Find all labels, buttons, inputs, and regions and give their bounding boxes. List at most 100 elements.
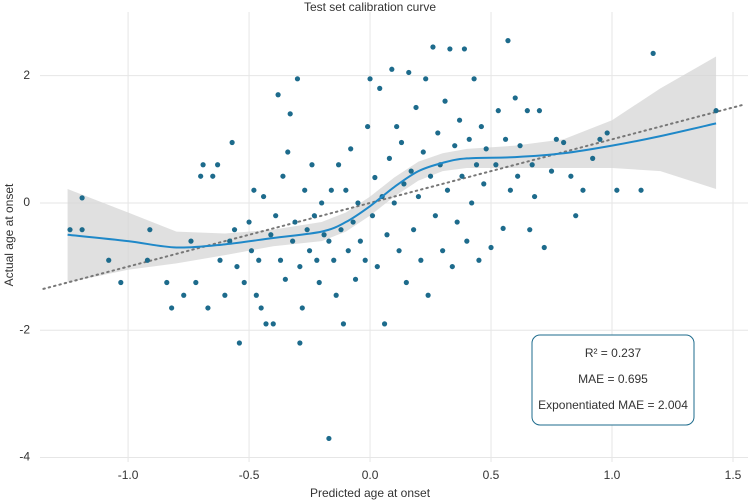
data-point — [423, 76, 429, 82]
data-point — [408, 168, 414, 174]
data-point — [369, 213, 376, 219]
data-point — [304, 227, 310, 233]
x-tick-label: 1.5 — [725, 468, 742, 482]
x-tick-label: 1.0 — [604, 468, 621, 482]
data-point — [326, 238, 332, 244]
data-point — [335, 162, 342, 168]
data-point — [573, 213, 579, 219]
data-point — [205, 305, 211, 311]
data-point — [260, 193, 267, 200]
y-axis-label: Actual age at onset — [2, 183, 16, 286]
data-point — [478, 123, 484, 130]
data-point — [432, 213, 438, 219]
data-point — [548, 168, 555, 174]
data-point — [299, 305, 305, 311]
data-point — [309, 162, 315, 168]
data-point — [297, 340, 303, 346]
data-point — [316, 279, 322, 286]
data-point — [210, 173, 216, 179]
data-point — [597, 136, 603, 142]
data-point — [234, 263, 240, 270]
chart-title: Test set calibration curve — [304, 0, 436, 14]
data-point — [118, 279, 124, 286]
data-point — [280, 173, 286, 179]
data-point — [193, 279, 199, 286]
data-point — [502, 136, 509, 142]
data-point — [79, 227, 85, 233]
data-point — [713, 108, 719, 114]
data-point — [326, 435, 332, 442]
data-point — [294, 76, 301, 82]
data-point — [386, 155, 393, 161]
data-point — [389, 66, 395, 72]
data-point — [229, 139, 235, 146]
data-point — [452, 143, 458, 149]
data-point — [541, 244, 547, 251]
data-point — [410, 227, 417, 233]
data-point — [435, 130, 441, 136]
data-point — [442, 98, 448, 104]
data-point — [464, 238, 470, 244]
data-point — [374, 263, 380, 270]
y-tick-label: 2 — [23, 68, 30, 82]
x-axis-label: Predicted age at onset — [310, 486, 431, 500]
data-point — [391, 200, 397, 206]
data-point — [144, 257, 151, 263]
x-tick-label: -1.0 — [118, 468, 139, 482]
data-point — [217, 257, 223, 263]
data-point — [561, 139, 567, 146]
data-point — [500, 225, 506, 232]
data-point — [507, 187, 513, 193]
data-point — [314, 257, 320, 263]
data-point — [285, 149, 291, 155]
data-point — [348, 146, 354, 152]
data-point — [246, 219, 252, 225]
y-tick-label: -2 — [19, 322, 30, 336]
data-point — [258, 305, 264, 311]
data-point — [590, 155, 596, 161]
data-point — [270, 321, 276, 327]
data-point — [384, 232, 390, 238]
data-point — [469, 200, 475, 206]
data-point — [531, 193, 538, 200]
data-point — [67, 227, 73, 233]
x-tick-label: -0.5 — [239, 468, 260, 482]
data-point — [362, 257, 368, 263]
data-point — [169, 305, 175, 311]
data-point — [440, 248, 446, 254]
data-point — [456, 117, 463, 123]
data-point — [488, 244, 494, 251]
data-point — [394, 123, 400, 130]
data-point — [331, 257, 337, 263]
data-point — [355, 200, 361, 206]
data-point — [459, 173, 465, 179]
data-point — [398, 139, 405, 146]
data-point — [476, 257, 482, 263]
data-point — [420, 149, 426, 155]
x-tick-label: 0.0 — [362, 468, 379, 482]
data-point — [505, 38, 511, 44]
data-point — [79, 195, 85, 201]
data-point — [444, 187, 451, 193]
reference-line — [42, 103, 747, 290]
data-point — [471, 76, 477, 82]
data-point — [277, 257, 284, 263]
data-point — [282, 276, 288, 282]
data-point — [343, 187, 349, 193]
data-point — [430, 44, 436, 50]
data-point — [614, 187, 620, 193]
data-point — [425, 292, 431, 298]
x-tick-label: 0.5 — [483, 468, 500, 482]
data-point — [198, 173, 204, 179]
data-point — [319, 200, 325, 206]
data-point — [365, 123, 371, 130]
data-point — [290, 238, 296, 244]
data-point — [638, 187, 644, 193]
data-point — [256, 257, 262, 263]
data-point — [251, 187, 257, 193]
data-point — [517, 143, 523, 149]
data-point — [215, 162, 221, 168]
y-tick-label: 0 — [23, 195, 30, 209]
annotation: MAE = 0.695 — [578, 372, 648, 386]
data-point — [568, 173, 574, 179]
